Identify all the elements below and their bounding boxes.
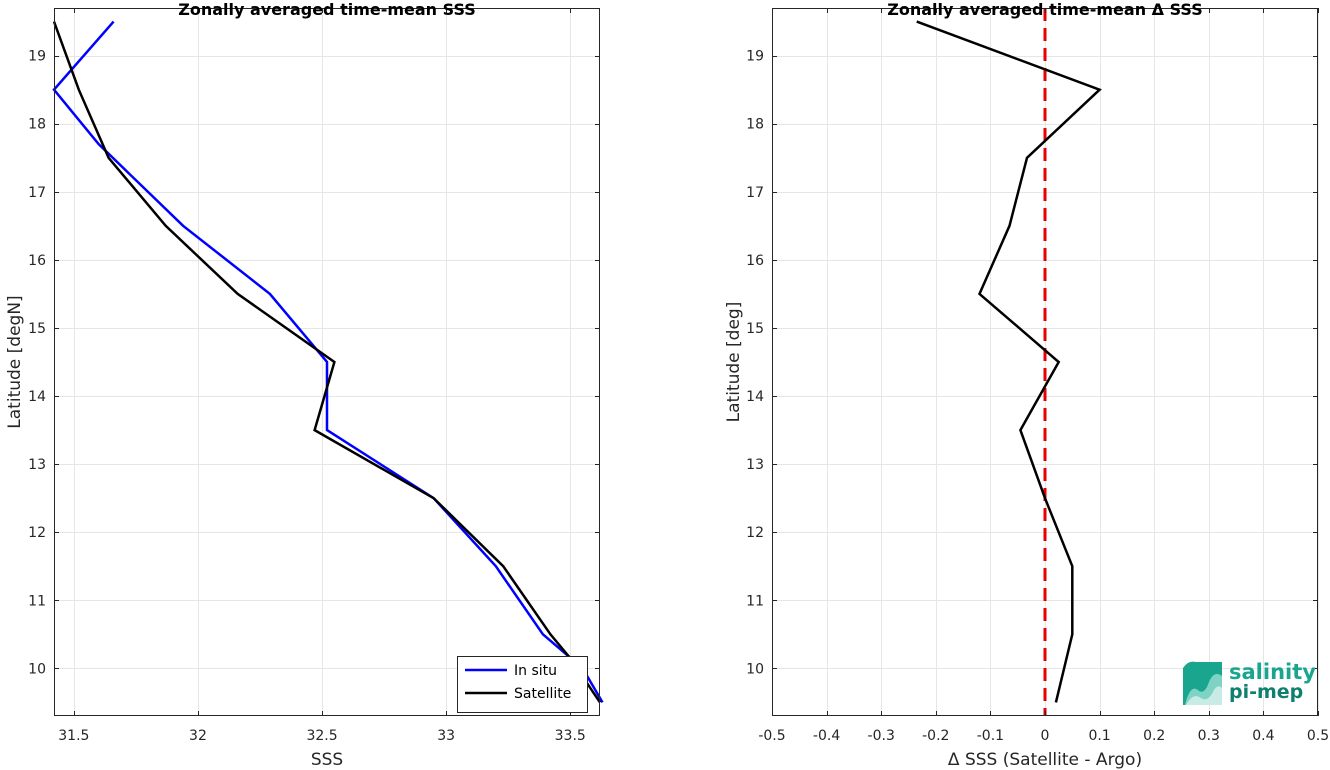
legend-box: [457, 656, 588, 713]
delta-x-tick-label: 0.2: [1143, 728, 1165, 744]
delta-x-tick-label: 0.5: [1307, 728, 1329, 744]
wave-logo-icon: [1183, 661, 1222, 705]
sss-x-axis-label: SSS: [311, 750, 343, 770]
sss-y-tick-label: 14: [28, 389, 46, 405]
logo-text-salinity: salinity: [1229, 660, 1316, 684]
sss-series-group: [52, 20, 604, 704]
sss-y-tick-label: 13: [28, 457, 46, 473]
sss-y-tick-label: 16: [28, 253, 46, 269]
sss-y-axis-label: Latitude [degN]: [5, 295, 25, 428]
sss-x-tick-label: 33: [437, 728, 455, 744]
delta-y-tick-label: 11: [746, 593, 764, 609]
legend-label: Satellite: [514, 686, 571, 702]
delta-y-tick-label: 15: [746, 321, 764, 337]
sss-y-tick-label: 17: [28, 185, 46, 201]
sss-ticks: 31.5 32 32.5 33 33.5 10 11 12 13 14 15 16 17 18 19: [28, 8, 600, 744]
delta-series-line-delta: [916, 20, 1102, 703]
delta-y-tick-label: 12: [746, 525, 764, 541]
delta-series-group: [916, 20, 1102, 703]
sss-y-tick-label: 12: [28, 525, 46, 541]
delta-x-tick-label: 0.1: [1088, 728, 1110, 744]
sss-series-line-satellite: [52, 21, 602, 704]
sss-y-tick-label: 11: [28, 593, 46, 609]
delta-x-tick-label: -0.1: [977, 728, 1004, 744]
sss-x-tick-label: 32: [189, 728, 207, 744]
sss-x-tick-label: 33.5: [555, 728, 586, 744]
sss-series-line-in-situ: [52, 20, 604, 704]
delta-y-tick-label: 17: [746, 185, 764, 201]
delta-ticks: -0.5 -0.4 -0.3 -0.2 -0.1 0 0.1 0.2 0.3 0.4 0.5 10 11…: [746, 8, 1329, 744]
sss-y-tick-label: 18: [28, 117, 46, 133]
delta-y-tick-label: 18: [746, 117, 764, 133]
delta-y-tick-label: 13: [746, 457, 764, 473]
sss-axes-frame: [54, 8, 600, 716]
delta-y-tick-label: 10: [746, 661, 764, 677]
salinity-pi-mep-logo: salinity pi-mep: [1183, 660, 1316, 705]
sss-y-tick-label: 15: [28, 321, 46, 337]
sss-x-tick-label: 32.5: [306, 728, 337, 744]
delta-x-tick-label: 0.4: [1252, 728, 1274, 744]
delta-x-tick-label: 0: [1041, 728, 1050, 744]
delta-x-tick-label: -0.3: [868, 728, 895, 744]
delta-y-axis-label: Latitude [deg]: [724, 302, 744, 423]
sss-x-tick-label: 31.5: [58, 728, 89, 744]
logo-text-pi-mep: pi-mep: [1229, 681, 1303, 703]
delta-x-tick-label: -0.4: [813, 728, 840, 744]
delta-x-axis-label: Δ SSS (Satellite - Argo): [948, 750, 1142, 770]
delta-y-tick-label: 16: [746, 253, 764, 269]
sss-panel: 31.5 32 32.5 33 33.5 10 11 12 13 14 15 16 17 18 19 Zon…: [5, 0, 604, 770]
delta-chart-title: Zonally averaged time-mean Δ SSS: [887, 0, 1203, 19]
delta-x-tick-label: 0.3: [1198, 728, 1220, 744]
sss-y-tick-label: 10: [28, 661, 46, 677]
delta-sss-panel: -0.5 -0.4 -0.3 -0.2 -0.1 0 0.1 0.2 0.3 0.4 0.5 10 11…: [724, 0, 1329, 770]
delta-x-tick-label: -0.5: [758, 728, 785, 744]
delta-y-tick-label: 19: [746, 49, 764, 65]
sss-y-tick-label: 19: [28, 49, 46, 65]
legend-label: In situ: [514, 663, 557, 679]
delta-x-tick-label: -0.2: [922, 728, 949, 744]
sss-chart-title: Zonally averaged time-mean SSS: [178, 0, 476, 19]
sss-legend: In situ Satellite: [457, 656, 588, 713]
delta-y-tick-label: 14: [746, 389, 764, 405]
